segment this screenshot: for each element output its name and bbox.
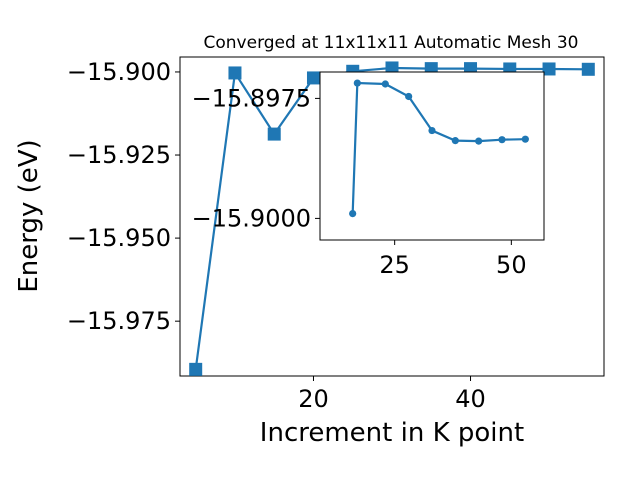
data-point-marker — [581, 62, 595, 76]
data-point-marker — [267, 127, 281, 141]
y-tick-label: −15.925 — [67, 141, 171, 169]
x-tick-label: 20 — [298, 385, 329, 413]
inset-x-tick-label: 50 — [496, 251, 527, 279]
x-tick-label: 40 — [455, 385, 486, 413]
inset-data-point-marker — [353, 79, 361, 87]
inset-y-ticks: −15.9000 −15.8975 — [192, 84, 320, 232]
inset-data-point-marker — [475, 137, 483, 145]
inset-x-ticks: 25 50 — [379, 240, 527, 279]
data-point-marker — [189, 362, 203, 376]
inset-y-tick-label: −15.8975 — [192, 84, 311, 112]
data-point-marker — [385, 61, 399, 75]
inset-data-point-marker — [498, 136, 506, 144]
data-point-marker — [306, 71, 320, 85]
inset-chart: 25 50 −15.9000 −15.8975 — [192, 71, 545, 279]
chart-title: Converged at 11x11x11 Automatic Mesh 30 — [204, 33, 579, 53]
inset-data-point-marker — [381, 80, 389, 88]
y-tick-label: −15.900 — [67, 58, 171, 86]
y-tick-label: −15.975 — [67, 307, 171, 335]
data-point-marker — [542, 62, 556, 76]
y-axis-label: Energy (eV) — [14, 139, 44, 292]
x-axis-label: Increment in K point — [260, 418, 524, 448]
y-tick-label: −15.950 — [67, 224, 171, 252]
inset-data-point-marker — [349, 210, 357, 218]
inset-data-point-marker — [405, 92, 413, 101]
inset-series — [349, 79, 529, 218]
inset-data-point-marker — [521, 135, 529, 143]
main-x-ticks: 20 40 — [298, 376, 486, 413]
inset-y-tick-label: −15.9000 — [192, 204, 311, 232]
inset-x-tick-label: 25 — [379, 251, 410, 279]
inset-data-point-marker — [428, 126, 436, 135]
main-y-ticks: −15.975 −15.950 −15.925 −15.900 — [67, 58, 180, 335]
main-plot-area — [179, 56, 605, 377]
data-point-marker — [228, 66, 242, 80]
inset-data-point-marker — [451, 137, 459, 145]
